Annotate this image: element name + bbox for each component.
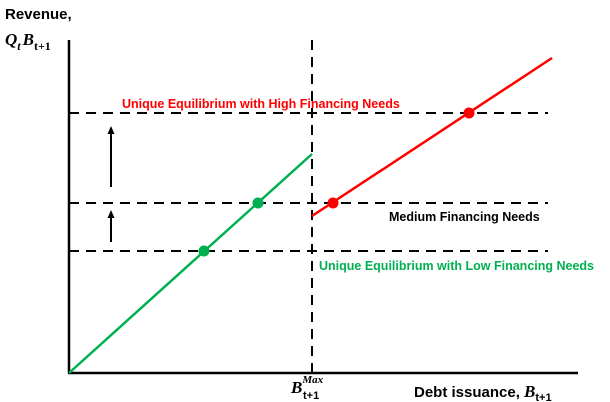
- y-axis-label: Revenue,: [5, 6, 72, 23]
- medium-financing-label: Medium Financing Needs: [389, 210, 540, 224]
- green-revenue-curve: [68, 153, 313, 374]
- high-equilibrium-point: [463, 107, 475, 119]
- up-arrow-icon: [107, 210, 115, 242]
- b-max-tick-label: BMax: [290, 374, 324, 397]
- low-equilibrium-point: [198, 245, 210, 257]
- low-financing-label: Unique Equilibrium with Low Financing Ne…: [319, 259, 594, 273]
- medium-equilibrium-green-point: [252, 197, 264, 209]
- up-arrow-icon: [107, 126, 115, 187]
- high-financing-label: Unique Equilibrium with High Financing N…: [122, 97, 400, 111]
- b-max-tick-sub: t+1: [303, 390, 319, 402]
- medium-equilibrium-red-point: [327, 197, 339, 209]
- y-axis-math-label: Qt Bt+1: [5, 30, 51, 53]
- x-axis-label: Debt issuance, Bt+1: [414, 382, 552, 402]
- red-revenue-curve: [311, 56, 553, 218]
